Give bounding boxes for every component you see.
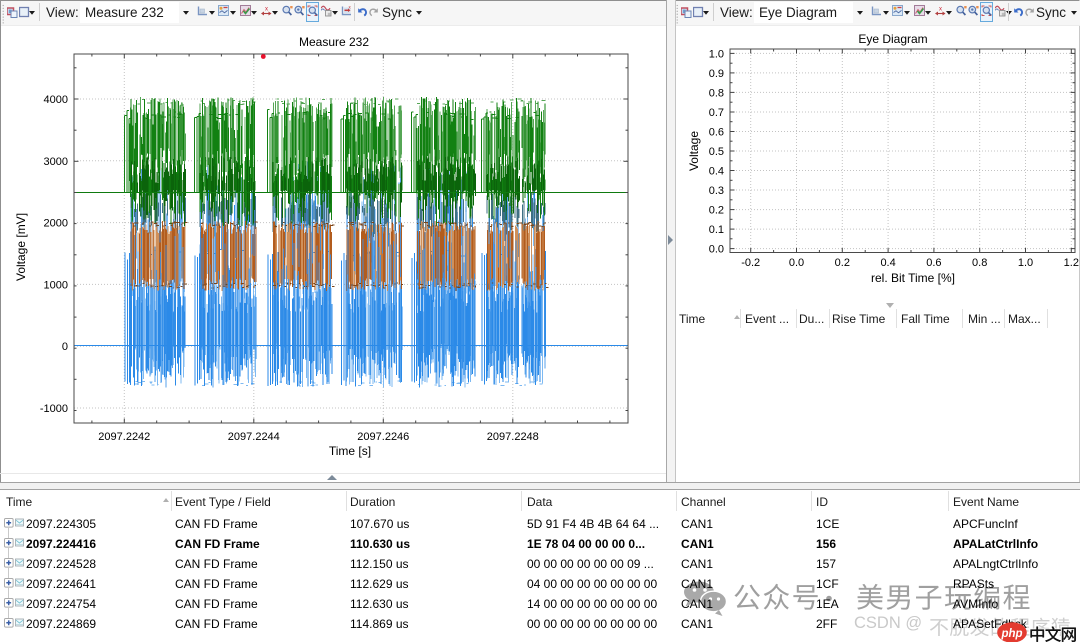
svg-text:0.2: 0.2 <box>709 205 724 217</box>
svg-text:Measure 232: Measure 232 <box>299 35 369 49</box>
svg-text:php: php <box>1000 628 1022 640</box>
svg-text:0.4: 0.4 <box>709 166 724 178</box>
svg-text:0.3: 0.3 <box>709 185 724 197</box>
svg-text:0.8: 0.8 <box>709 87 724 99</box>
svg-text:0.2: 0.2 <box>835 257 850 269</box>
svg-text:x: x <box>349 5 352 10</box>
svg-text:x: x <box>265 7 268 13</box>
svg-text:Eye Diagram: Eye Diagram <box>858 32 927 46</box>
svg-text:0.7: 0.7 <box>709 107 724 119</box>
svg-text:1.2: 1.2 <box>1064 257 1079 269</box>
svg-text:0.1: 0.1 <box>709 224 724 236</box>
svg-text:0.5: 0.5 <box>709 146 724 158</box>
svg-text:0.6: 0.6 <box>709 127 724 139</box>
svg-text:1.0: 1.0 <box>709 48 724 60</box>
svg-text:Voltage [mV]: Voltage [mV] <box>14 213 28 281</box>
svg-text:0.0: 0.0 <box>709 244 724 256</box>
svg-text:2097.2244: 2097.2244 <box>228 431 280 443</box>
svg-text:0.0: 0.0 <box>789 257 804 269</box>
svg-text:0.8: 0.8 <box>972 257 987 269</box>
svg-text:4000: 4000 <box>44 94 68 106</box>
svg-text:Voltage: Voltage <box>687 131 701 171</box>
svg-text:Time [s]: Time [s] <box>329 444 371 458</box>
svg-text:0.4: 0.4 <box>880 257 895 269</box>
svg-text:rel. Bit Time [%]: rel. Bit Time [%] <box>871 271 955 285</box>
svg-text:2097.2242: 2097.2242 <box>98 431 150 443</box>
svg-text:0: 0 <box>62 341 68 353</box>
svg-text:CSDN @: CSDN @ <box>854 614 922 632</box>
svg-text:3000: 3000 <box>44 156 68 168</box>
svg-text:-1000: -1000 <box>40 403 68 415</box>
svg-text:1000: 1000 <box>44 279 68 291</box>
svg-text:-0.2: -0.2 <box>741 257 760 269</box>
svg-text:2097.2246: 2097.2246 <box>357 431 409 443</box>
svg-text:2000: 2000 <box>44 218 68 230</box>
svg-text:0.9: 0.9 <box>709 68 724 80</box>
svg-text:0.6: 0.6 <box>926 257 941 269</box>
svg-text:1.0: 1.0 <box>1018 257 1033 269</box>
svg-text:x: x <box>939 7 942 13</box>
svg-text:2097.2248: 2097.2248 <box>487 431 539 443</box>
